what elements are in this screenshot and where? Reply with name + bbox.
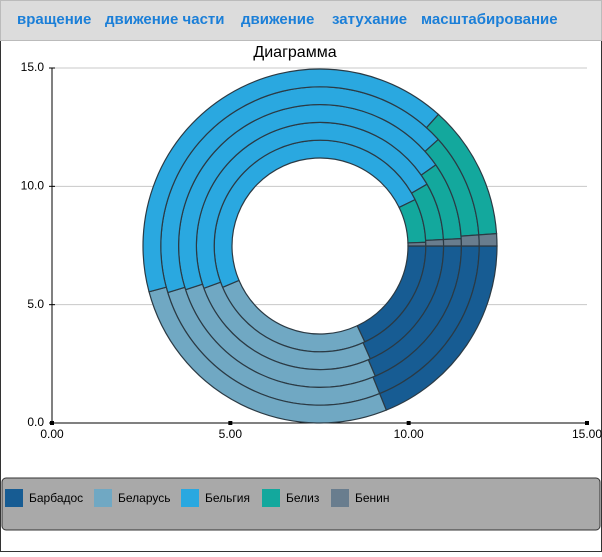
legend-label: Беларусь <box>118 491 170 505</box>
toolbar <box>0 0 602 41</box>
x-tick-label: 0.00 <box>40 427 64 441</box>
y-tick-label: 5.0 <box>27 297 44 311</box>
legend-label: Бенин <box>355 491 390 505</box>
ring-slice <box>407 241 427 247</box>
ring-slice <box>442 237 463 247</box>
x-tick-label: 5.00 <box>219 427 243 441</box>
x-tick <box>585 421 589 425</box>
ring-slice <box>425 238 445 247</box>
x-tick <box>228 421 233 425</box>
x-tick-label: 10.00 <box>394 427 424 441</box>
x-tick <box>50 421 54 425</box>
legend <box>1 477 601 531</box>
legend-label: Барбадос <box>29 491 83 505</box>
toolbar-button[interactable]: масштабирование <box>421 11 558 28</box>
chart-title: Диаграмма <box>253 44 336 61</box>
y-tick-label: 15.0 <box>21 60 45 74</box>
legend-swatch <box>262 489 280 507</box>
legend-swatch <box>331 489 349 507</box>
legend-swatch <box>94 489 112 507</box>
toolbar-button[interactable]: движение <box>241 11 314 28</box>
toolbar-button[interactable]: затухание <box>332 11 407 28</box>
legend-swatch <box>5 489 23 507</box>
ring-slice <box>460 234 480 247</box>
legend-label: Бельгия <box>205 491 250 505</box>
ring-slice <box>478 233 498 247</box>
y-tick-label: 10.0 <box>21 179 45 193</box>
legend-swatch <box>181 489 199 507</box>
x-tick-label: 15.00 <box>572 427 602 441</box>
x-tick <box>406 421 411 425</box>
toolbar-button[interactable]: движение части <box>105 11 225 28</box>
legend-label: Белиз <box>286 491 320 505</box>
toolbar-button[interactable]: вращение <box>17 11 91 28</box>
y-tick-label: 0.0 <box>27 415 44 429</box>
